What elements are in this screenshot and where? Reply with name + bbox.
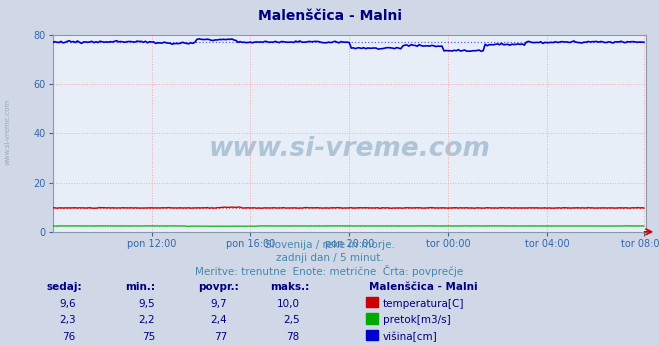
Text: www.si-vreme.com: www.si-vreme.com (208, 136, 490, 162)
Text: min.:: min.: (125, 282, 156, 292)
Text: Malenščica - Malni: Malenščica - Malni (369, 282, 478, 292)
Text: Meritve: trenutne  Enote: metrične  Črta: povprečje: Meritve: trenutne Enote: metrične Črta: … (195, 265, 464, 277)
Text: 77: 77 (214, 332, 227, 342)
Text: 2,3: 2,3 (59, 315, 76, 325)
Text: 9,7: 9,7 (211, 299, 227, 309)
Text: 75: 75 (142, 332, 155, 342)
Text: 9,5: 9,5 (138, 299, 155, 309)
Text: Malenščica - Malni: Malenščica - Malni (258, 9, 401, 22)
Text: temperatura[C]: temperatura[C] (383, 299, 465, 309)
Text: 78: 78 (287, 332, 300, 342)
Text: 76: 76 (63, 332, 76, 342)
Text: 10,0: 10,0 (277, 299, 300, 309)
Text: 2,4: 2,4 (211, 315, 227, 325)
Text: povpr.:: povpr.: (198, 282, 239, 292)
Text: 2,5: 2,5 (283, 315, 300, 325)
Text: www.si-vreme.com: www.si-vreme.com (5, 98, 11, 165)
Text: maks.:: maks.: (270, 282, 310, 292)
Text: zadnji dan / 5 minut.: zadnji dan / 5 minut. (275, 253, 384, 263)
Text: višina[cm]: višina[cm] (383, 332, 438, 342)
Text: pretok[m3/s]: pretok[m3/s] (383, 315, 451, 325)
Text: 9,6: 9,6 (59, 299, 76, 309)
Text: 2,2: 2,2 (138, 315, 155, 325)
Text: Slovenija / reke in morje.: Slovenija / reke in morje. (264, 240, 395, 251)
Text: sedaj:: sedaj: (46, 282, 82, 292)
